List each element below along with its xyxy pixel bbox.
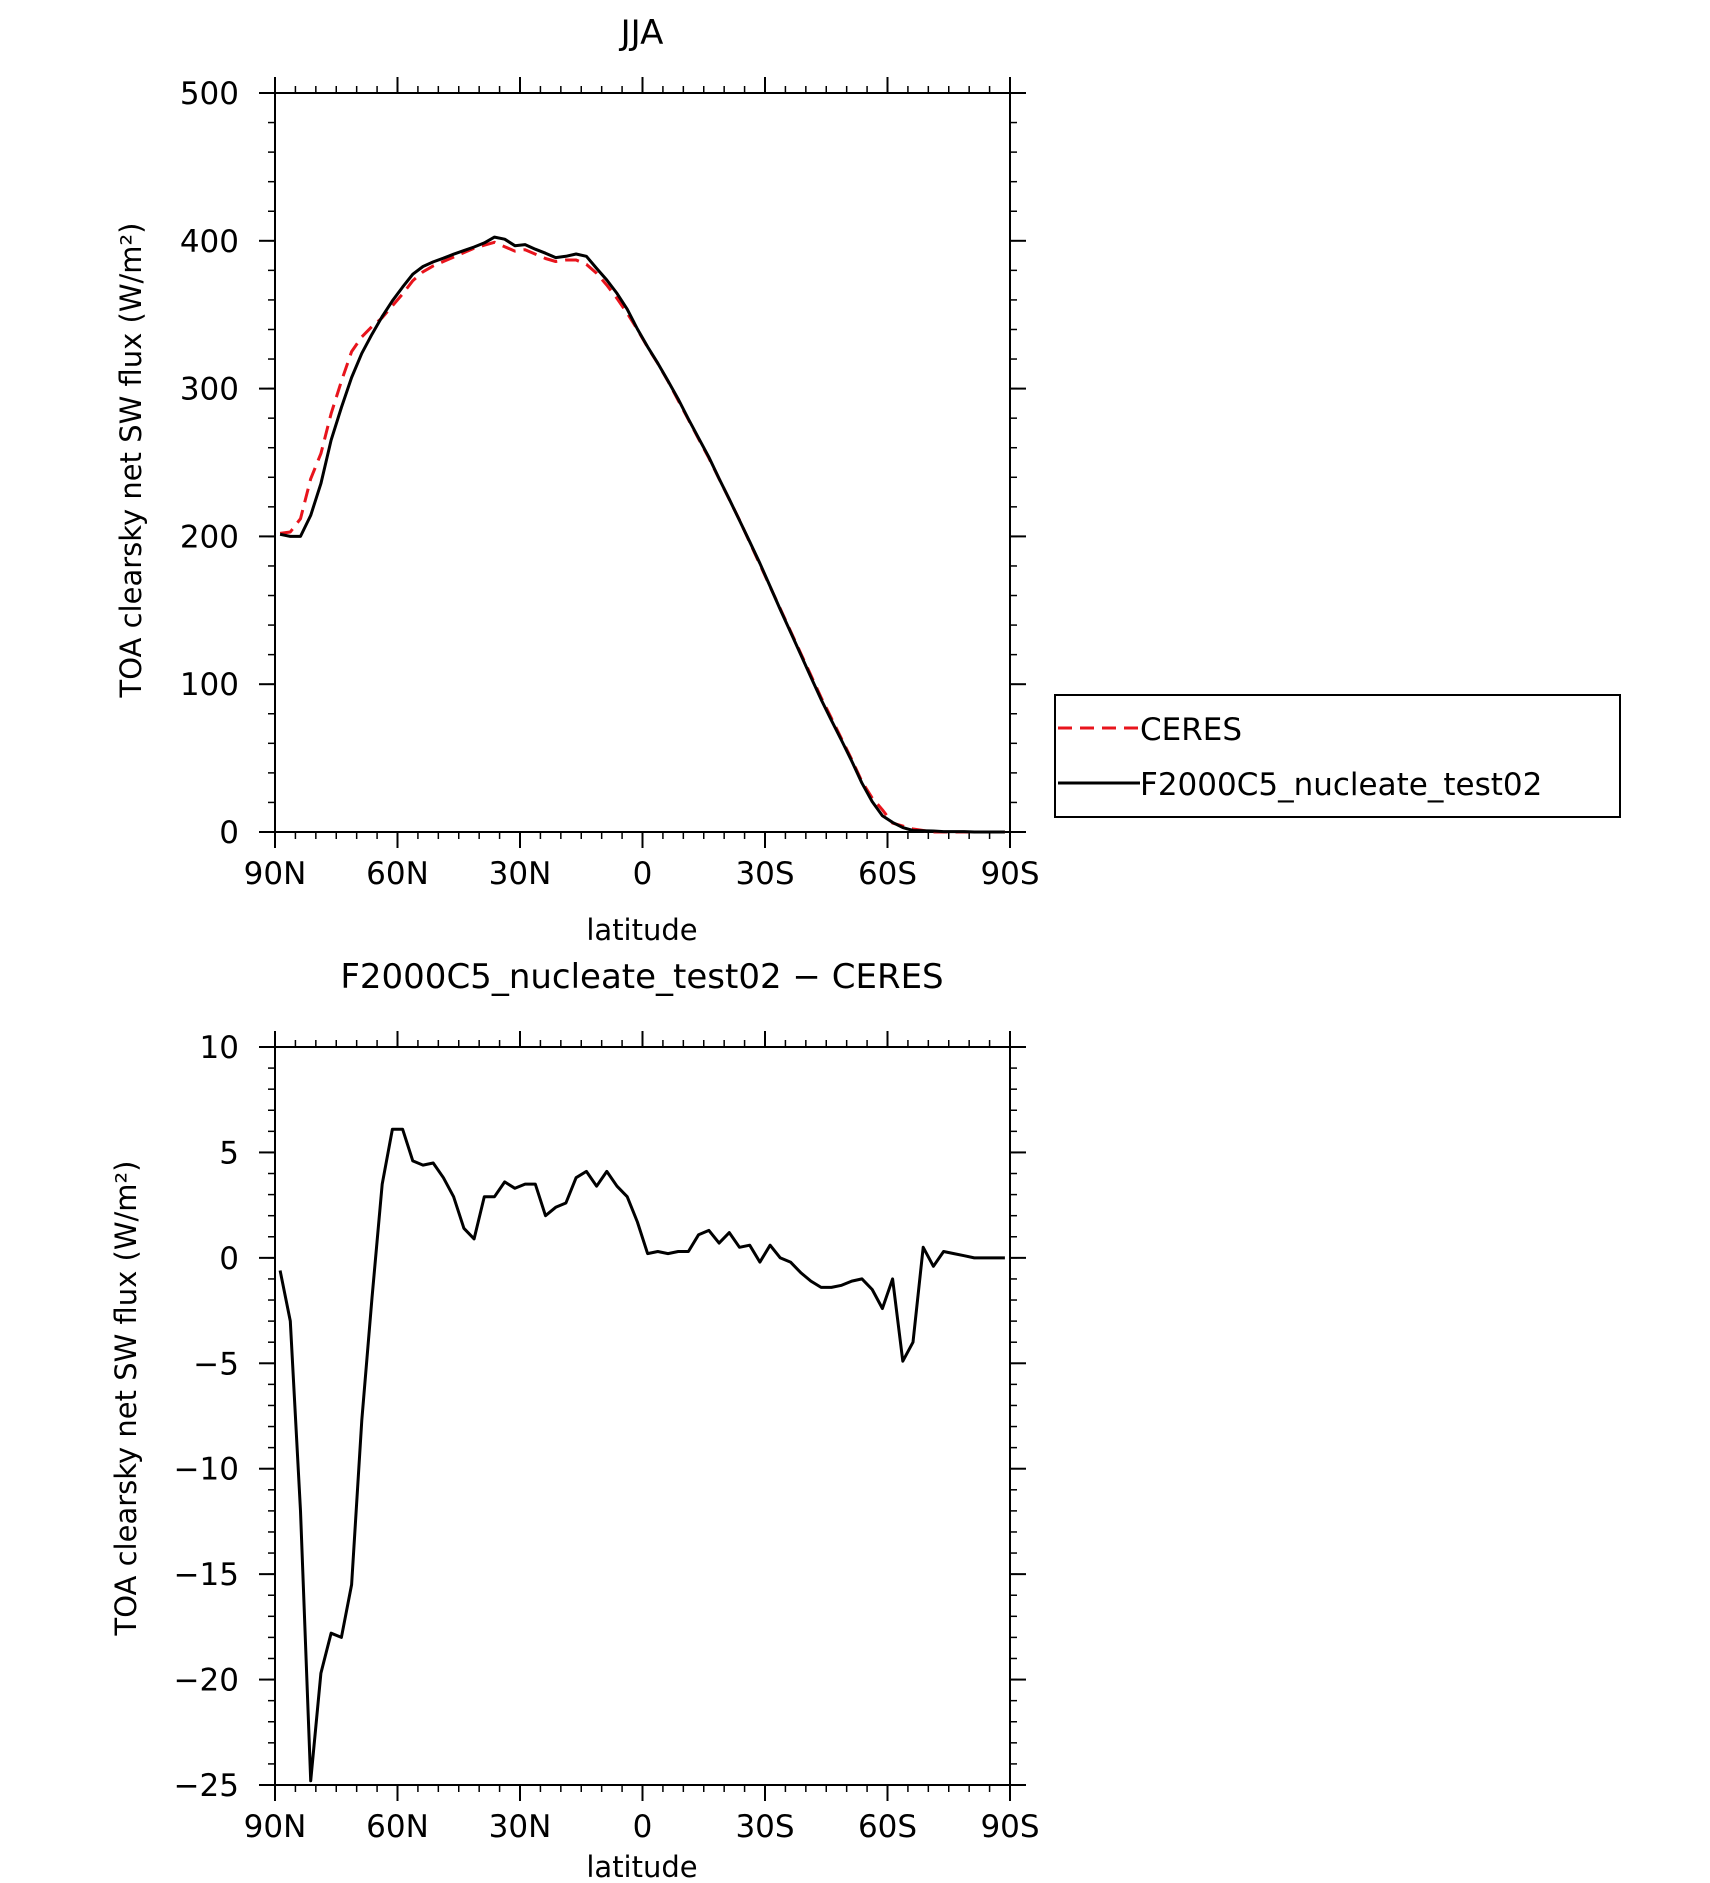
x-tick-label: 60S: [858, 856, 917, 892]
series-line-f2000c5-nucleate-test02: [279, 235, 1005, 834]
x-tick-label: 90N: [244, 1809, 307, 1845]
y-tick-label: −10: [174, 1452, 239, 1488]
panel-top-title: JJA: [619, 13, 664, 53]
x-tick-label: 90S: [980, 1809, 1039, 1845]
x-tick-label: 30N: [489, 856, 552, 892]
y-tick-label: 400: [180, 224, 239, 260]
panel-bottom-ylabel: TOA clearsky net SW flux (W/m²): [109, 1161, 143, 1637]
y-tick-label: 10: [200, 1030, 239, 1066]
x-tick-label: 90S: [980, 856, 1039, 892]
x-tick-label: 90N: [244, 856, 307, 892]
y-tick-label: 100: [180, 667, 239, 703]
panel-bottom-title: F2000C5_nucleate_test02 − CERES: [340, 957, 943, 997]
panel-top-ylabel: TOA clearsky net SW flux (W/m²): [114, 223, 148, 699]
legend: CERES F2000C5_nucleate_test02: [1054, 694, 1621, 818]
series-line-f2000c5-nucleate-test02: [278, 1127, 1005, 1783]
plot-frame-0: [274, 92, 1011, 833]
y-tick-label: 0: [219, 815, 239, 851]
x-tick-label: 30S: [735, 856, 794, 892]
y-tick-label: −15: [174, 1557, 239, 1593]
panel-top-xlabel: latitude: [586, 913, 697, 947]
legend-label-ceres: CERES: [1140, 712, 1242, 748]
y-tick-label: 0: [219, 1241, 239, 1277]
y-tick-label: 500: [180, 76, 239, 112]
x-tick-label: 60N: [366, 1809, 429, 1845]
x-tick-label: 60N: [366, 856, 429, 892]
series-line-ceres: [279, 240, 1005, 834]
y-tick-label: 300: [180, 372, 239, 408]
legend-label-model: F2000C5_nucleate_test02: [1140, 767, 1542, 803]
y-tick-label: −5: [193, 1346, 239, 1382]
plot-frame-1: [274, 1046, 1011, 1786]
legend-box: [1054, 694, 1621, 818]
y-tick-label: 5: [219, 1135, 239, 1171]
x-tick-label: 0: [633, 1809, 653, 1845]
y-tick-label: −25: [174, 1768, 239, 1804]
y-tick-label: −20: [174, 1663, 239, 1699]
panel-bottom: F2000C5_nucleate_test02 − CERES latitude…: [109, 957, 1040, 1883]
x-tick-label: 30N: [489, 1809, 552, 1845]
x-tick-label: 30S: [735, 1809, 794, 1845]
y-tick-label: 200: [180, 519, 239, 555]
panel-bottom-xlabel: latitude: [586, 1850, 697, 1883]
panel-top: JJA latitude TOA clearsky net SW flux (W…: [114, 13, 1621, 947]
x-tick-label: 60S: [858, 1809, 917, 1845]
x-tick-label: 0: [633, 856, 653, 892]
